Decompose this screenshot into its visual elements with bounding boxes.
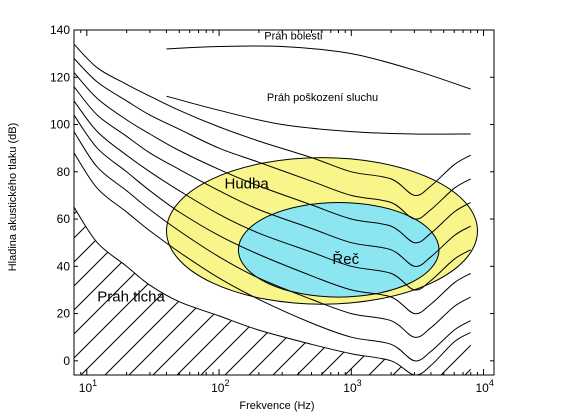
lines-layer xyxy=(74,43,471,375)
y-axis-title: Hladina akustického tlaku (dB) xyxy=(7,123,19,272)
y-tick-label: 100 xyxy=(50,118,70,132)
y-tick-label: 40 xyxy=(57,259,71,273)
regions-layer xyxy=(74,157,478,375)
x-tick-label: 104 xyxy=(476,378,494,395)
y-tick-label: 0 xyxy=(63,354,70,368)
y-tick-label: 140 xyxy=(50,23,70,37)
equal-loudness-contour-4 xyxy=(74,100,471,291)
equal-loudness-contour-3 xyxy=(74,86,471,267)
ticks-layer xyxy=(73,29,494,375)
region-label-hudba: Hudba xyxy=(225,175,270,192)
equal-loudness-contour-0 xyxy=(74,43,471,197)
equal-loudness-contour-6 xyxy=(74,131,471,338)
equal-loudness-contour-1 xyxy=(74,58,471,220)
equal-loudness-contour-5 xyxy=(74,114,471,315)
plot-frame xyxy=(73,29,495,376)
y-tick-label: 60 xyxy=(57,212,71,226)
x-axis-title: Frekvence (Hz) xyxy=(239,400,314,412)
region-label-rec: Řeč xyxy=(332,251,359,268)
region-rec xyxy=(237,202,440,298)
pain-threshold-line xyxy=(166,45,471,90)
y-tick-label: 80 xyxy=(57,165,71,179)
damage-threshold-label: Práh poškození sluchu xyxy=(267,92,378,104)
equal-loudness-contour-2 xyxy=(74,72,471,244)
damage-threshold-line xyxy=(166,95,471,135)
y-tick-label: 120 xyxy=(50,70,70,84)
x-tick-label: 103 xyxy=(343,378,361,395)
labels-layer: Práh bolesti Práh poškození sluchu Hudba Ře… xyxy=(50,23,494,395)
y-tick-label: 20 xyxy=(57,307,71,321)
threshold-of-hearing-curve xyxy=(74,206,471,375)
equal-loudness-contour-7 xyxy=(74,152,471,362)
hatched-region-prah-ticha xyxy=(74,207,471,375)
region-label-prah-ticha: Práh ticha xyxy=(97,289,165,306)
x-tick-label: 102 xyxy=(211,378,229,395)
x-tick-label: 101 xyxy=(79,378,97,395)
pain-threshold-label: Práh bolesti xyxy=(264,31,322,43)
